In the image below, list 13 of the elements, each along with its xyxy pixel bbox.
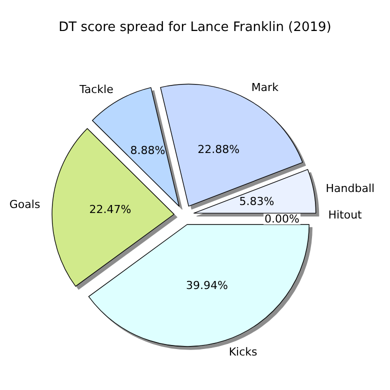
slice-label: Mark bbox=[251, 80, 280, 94]
slice-label: Kicks bbox=[228, 346, 258, 359]
text: 0.00% bbox=[264, 212, 300, 226]
category-label: Hitout bbox=[328, 208, 362, 222]
data-label: 22.47% bbox=[89, 203, 132, 216]
slice-label: Handball bbox=[326, 182, 375, 196]
data-label: 8.88% bbox=[130, 144, 166, 157]
chart-title: DT score spread for Lance Franklin (2019) bbox=[58, 20, 332, 35]
data-label: 22.88% bbox=[198, 143, 240, 156]
slice-label: Tackle bbox=[78, 82, 114, 96]
data-label: 39.94% bbox=[186, 278, 228, 292]
slice-label: Goals bbox=[9, 198, 40, 211]
data-label: 5.83% bbox=[239, 195, 274, 208]
